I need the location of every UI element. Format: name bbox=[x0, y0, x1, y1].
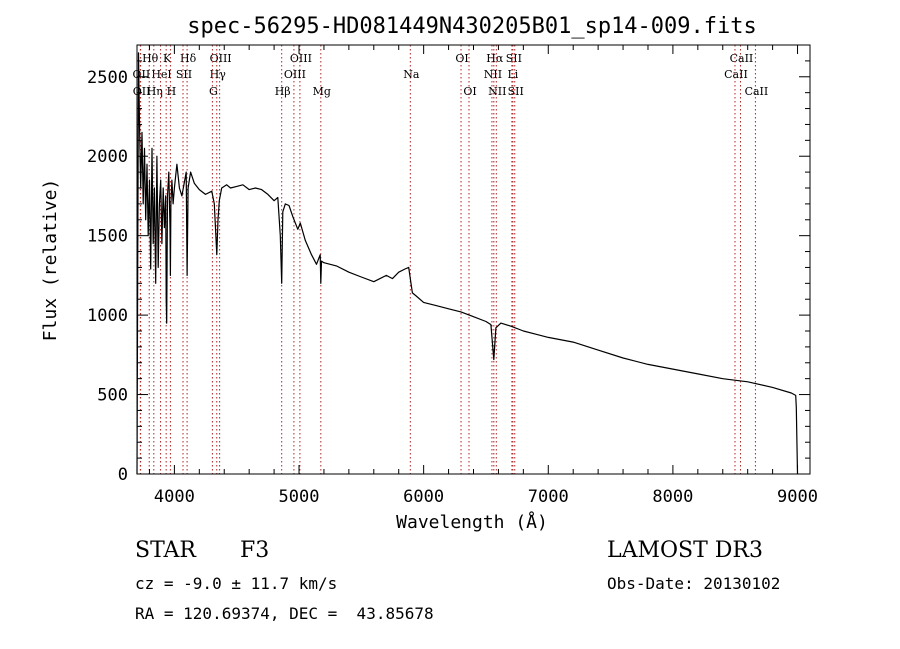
x-tick-label-3: 7000 bbox=[528, 487, 569, 507]
coordinates-text: RA = 120.69374, DEC = 43.85678 bbox=[135, 604, 434, 623]
line-marker-label-26: CaII bbox=[724, 68, 748, 81]
line-marker-label-13: OIII bbox=[284, 68, 306, 81]
x-tick-label-5: 9000 bbox=[777, 487, 818, 507]
line-marker-label-7: SII bbox=[176, 68, 192, 81]
line-marker-label-21: NII bbox=[484, 68, 502, 81]
line-marker-label-3: K bbox=[163, 52, 172, 65]
x-tick-label-0: 4000 bbox=[154, 487, 195, 507]
line-marker-label-18: OI bbox=[463, 85, 476, 98]
line-marker-label-8: H bbox=[167, 85, 177, 98]
line-marker-label-17: OI bbox=[455, 52, 468, 65]
x-tick-label-4: 8000 bbox=[652, 487, 693, 507]
line-marker-label-0: Hθ bbox=[142, 52, 159, 65]
spectrum-line-0 bbox=[136, 52, 799, 475]
y-tick-label-2: 1000 bbox=[87, 306, 128, 326]
line-marker-label-19: Hα bbox=[486, 52, 504, 65]
survey-label: LAMOST DR3 bbox=[607, 538, 763, 563]
plot-frame bbox=[136, 44, 811, 475]
line-marker-label-20: SII bbox=[506, 52, 522, 65]
axis-tick-labels: 4000 5000 6000 7000 8000 9000 0 500 1000 1500 2000… bbox=[87, 68, 818, 507]
object-class: STAR bbox=[135, 538, 196, 563]
line-marker-label-23: NII bbox=[488, 85, 506, 98]
y-axis-label: Flux (relative) bbox=[40, 179, 61, 342]
line-marker-label-22: Li bbox=[507, 68, 518, 81]
line-marker-label-11: G bbox=[209, 85, 218, 98]
object-subclass: F3 bbox=[240, 538, 270, 563]
chart-title: spec-56295-HD081449N430205B01_sp14-009.f… bbox=[187, 14, 757, 39]
y-tick-label-3: 1500 bbox=[87, 227, 128, 247]
redshift-text: cz = -9.0 ± 11.7 km/s bbox=[135, 574, 338, 593]
y-tick-label-0: 0 bbox=[118, 465, 128, 485]
line-marker-label-6: Hδ bbox=[180, 52, 197, 65]
line-marker-label-12: OIII bbox=[290, 52, 312, 65]
line-marker-label-9: OIII bbox=[210, 52, 232, 65]
x-axis-label: Wavelength (Å) bbox=[396, 511, 548, 533]
line-marker-label-25: CaII bbox=[730, 52, 754, 65]
line-marker-label-15: Mg bbox=[313, 85, 331, 98]
y-tick-label-5: 2500 bbox=[87, 68, 128, 88]
x-tick-label-1: 5000 bbox=[279, 487, 320, 507]
y-tick-label-4: 2000 bbox=[87, 147, 128, 167]
x-tick-label-2: 6000 bbox=[403, 487, 444, 507]
line-marker-label-10: Hγ bbox=[210, 68, 227, 81]
line-marker-label-14: Hβ bbox=[275, 85, 291, 98]
line-marker-label-4: HeI bbox=[151, 68, 171, 81]
obs-date-text: Obs-Date: 20130102 bbox=[607, 574, 781, 593]
line-marker-label-24: SII bbox=[508, 85, 524, 98]
line-marker-label-27: CaII bbox=[745, 85, 769, 98]
spectrum-series bbox=[136, 52, 799, 475]
line-marker-label-5: Hη bbox=[147, 85, 163, 98]
y-tick-label-1: 500 bbox=[97, 386, 128, 406]
axis-ticks bbox=[137, 45, 810, 475]
line-marker-label-16: Na bbox=[403, 68, 420, 81]
line-marker-label-1: OII bbox=[133, 68, 151, 81]
